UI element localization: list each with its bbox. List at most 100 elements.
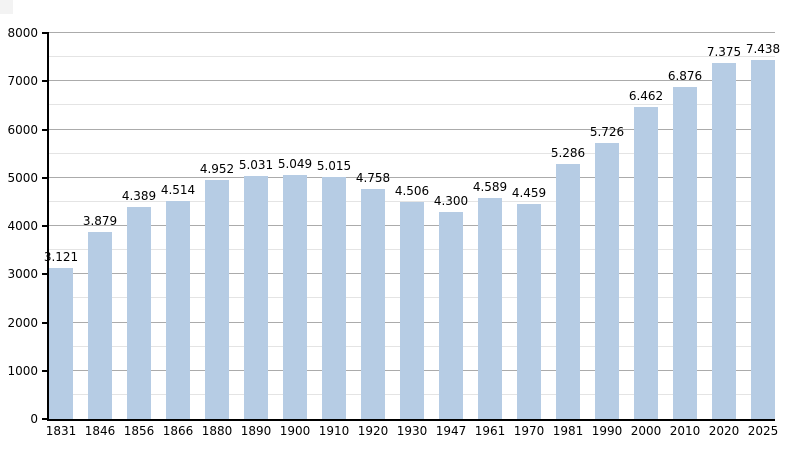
- x-axis-label-1900: 1900: [279, 424, 311, 438]
- plot-area: 3.121 3.879 4.389 4.514 4.952 5.031 5.049 5.015…: [44, 32, 780, 419]
- bar-value-label: 4.459: [511, 185, 547, 200]
- bar-value-label: 5.049: [277, 157, 313, 172]
- bar-value-label: 4.506: [394, 183, 430, 198]
- bar-slot-2020: 7.375: [707, 33, 741, 419]
- bar-value-label: 5.015: [316, 159, 352, 174]
- x-axis-label-1920: 1920: [357, 424, 389, 438]
- x-axis-label-1831: 1831: [45, 424, 77, 438]
- bar-slot-1846: 3.879: [83, 33, 117, 419]
- bar-slot-1981: 5.286: [551, 33, 585, 419]
- bar-value-label: 5.286: [550, 145, 586, 160]
- x-axis-label-1890: 1890: [240, 424, 272, 438]
- bar-1890: [244, 176, 268, 419]
- bar-1920: [361, 189, 385, 419]
- bar-slot-2025: 7.438: [746, 33, 780, 419]
- y-axis-label: 5000: [7, 170, 38, 185]
- bar-1900: [283, 175, 307, 419]
- x-axis-label-1856: 1856: [123, 424, 155, 438]
- bar-1981: [556, 163, 580, 419]
- y-axis-tick: [42, 80, 47, 83]
- bar-value-label: 4.389: [121, 189, 157, 204]
- bar-value-label: 7.375: [706, 45, 742, 60]
- bar-slot-1947: 4.300: [434, 33, 468, 419]
- bar-slot-1880: 4.952: [200, 33, 234, 419]
- bar-value-label: 4.758: [355, 171, 391, 186]
- y-axis-tick: [42, 418, 47, 420]
- minor-gridline: [49, 152, 775, 154]
- x-axis-line: [47, 419, 775, 421]
- y-axis-tick: [42, 225, 47, 227]
- y-axis-tick: [42, 321, 47, 324]
- x-axis-label-2010: 2010: [669, 424, 701, 438]
- bar-1961: [478, 197, 502, 419]
- y-axis-line: [47, 32, 49, 421]
- bar-value-label: 4.952: [199, 162, 235, 177]
- bar-1856: [127, 207, 151, 419]
- bar-value-label: 4.300: [433, 193, 469, 208]
- major-gridline: [49, 176, 775, 178]
- bar-slot-1961: 4.589: [473, 33, 507, 419]
- bar-value-label: 4.514: [160, 183, 196, 198]
- y-axis-tick: [42, 369, 47, 372]
- x-axis-label-2020: 2020: [708, 424, 740, 438]
- bar-slot-1990: 5.726: [590, 33, 624, 419]
- x-axis-label-1970: 1970: [513, 424, 545, 438]
- bar-1846: [88, 231, 112, 419]
- bar-2025: [751, 60, 775, 419]
- minor-gridline: [49, 104, 775, 106]
- bar-value-label: 5.726: [589, 124, 625, 139]
- y-axis-label: 4000: [7, 219, 38, 233]
- minor-gridline: [49, 200, 775, 202]
- x-axis-label-1910: 1910: [318, 424, 350, 438]
- bar-slot-1900: 5.049: [278, 33, 312, 419]
- x-axis-label-1880: 1880: [201, 424, 233, 438]
- bar-1880: [205, 180, 229, 419]
- x-axis-label-1990: 1990: [591, 424, 623, 438]
- y-axis-label: 0: [30, 412, 38, 426]
- bar-value-label: 3.121: [43, 250, 79, 265]
- bar-slot-2000: 6.462: [629, 33, 663, 419]
- x-axis-label-1981: 1981: [552, 424, 584, 438]
- major-gridline: [49, 32, 775, 33]
- y-axis-label: 7000: [7, 74, 38, 89]
- bar-1970: [517, 203, 541, 419]
- bar-value-label: 6.876: [667, 69, 703, 84]
- x-axis-label-1846: 1846: [84, 424, 116, 438]
- bar-slot-1930: 4.506: [395, 33, 429, 419]
- bar-slot-1831: 3.121: [44, 33, 78, 419]
- bar-value-label: 4.589: [472, 179, 508, 194]
- corner-artifact: [0, 0, 13, 14]
- y-axis-tick: [42, 128, 47, 131]
- x-axis: 1831 1846 1856 1866 1880 1890 1900 1910 1920 1930…: [45, 424, 779, 443]
- minor-gridline: [49, 56, 775, 58]
- y-axis-label: 6000: [7, 122, 38, 137]
- x-axis-label-1930: 1930: [396, 424, 428, 438]
- x-axis-label-1947: 1947: [435, 424, 467, 438]
- major-gridline: [49, 80, 775, 82]
- y-axis-tick: [42, 176, 47, 179]
- bar-1831: [49, 268, 73, 419]
- bar-value-label: 5.031: [238, 158, 274, 173]
- bar-2010: [673, 87, 697, 419]
- y-axis-label: 3000: [7, 267, 38, 282]
- x-axis-label-2000: 2000: [630, 424, 662, 438]
- bar-value-label: 6.462: [628, 89, 664, 104]
- bar-slot-1856: 4.389: [122, 33, 156, 419]
- bar-value-label: 7.438: [745, 42, 781, 57]
- bar-2000: [634, 107, 658, 419]
- bar-1930: [400, 201, 424, 419]
- y-axis-tick: [42, 32, 47, 34]
- bar-slot-1866: 4.514: [161, 33, 195, 419]
- bar-slot-1910: 5.015: [317, 33, 351, 419]
- bar-1990: [595, 142, 619, 419]
- y-axis-label: 2000: [7, 315, 38, 330]
- x-axis-label-2025: 2025: [747, 424, 779, 438]
- y-axis-label: 1000: [7, 363, 38, 378]
- bar-slot-1970: 4.459: [512, 33, 546, 419]
- y-axis-label: 8000: [7, 26, 38, 40]
- bar-value-label: 3.879: [82, 213, 118, 228]
- bar-2020: [712, 63, 736, 419]
- bar-1910: [322, 177, 346, 419]
- bar-slot-1890: 5.031: [239, 33, 273, 419]
